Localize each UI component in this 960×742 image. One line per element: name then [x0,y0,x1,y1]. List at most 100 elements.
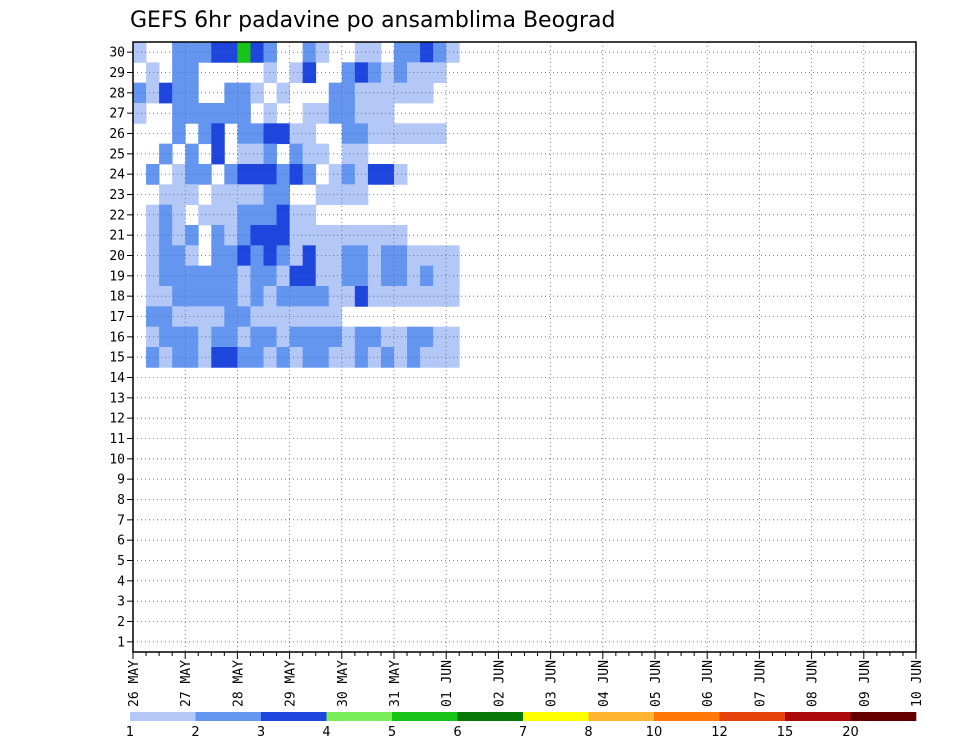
heatmap-cell [172,204,186,226]
heatmap-cell [315,103,330,124]
heatmap-cell [289,245,304,267]
heatmap-cell [211,306,225,328]
heatmap-cell [198,347,212,368]
heatmap-cell [263,286,277,307]
heatmap-cell [172,82,186,104]
heatmap-cell [328,347,343,368]
colorbar-label: 7 [519,725,527,740]
heatmap-cell [367,245,382,267]
heatmap-cell [263,204,277,226]
heatmap-cell [146,245,160,267]
heatmap-cell [146,265,160,287]
heatmap-cell [263,184,277,206]
heatmap-cell [367,286,382,307]
y-tick-label: 19 [109,269,125,284]
heatmap-cell [224,103,238,124]
x-tick-label: 03 JUN [545,660,560,707]
heatmap-cell [367,62,382,84]
heatmap-cell [289,204,304,226]
colorbar-label: 5 [388,725,396,740]
heatmap-cell [172,306,186,328]
heatmap-cell [185,225,199,246]
heatmap-cell [211,326,225,348]
heatmap-cell [367,42,382,63]
heatmap-cell [380,164,395,185]
heatmap-cell [172,62,186,84]
heatmap-cell [237,184,251,206]
heatmap-cell [276,306,290,328]
heatmap-cell [211,143,225,165]
heatmap-cell [394,326,408,348]
heatmap-cell [433,326,447,348]
heatmap-cell [341,62,356,84]
heatmap-cell [198,306,212,328]
y-tick-label: 14 [109,371,125,386]
heatmap-cell [433,347,447,368]
heatmap-cell [185,62,199,84]
heatmap-cell [380,82,395,104]
heatmap-cell [172,164,186,185]
colorbar: 1 2 3 4 5 6 7 8 10 12 15 20 [126,712,917,740]
heatmap-cell [315,265,330,287]
heatmap-cell [289,326,304,348]
grid-lines [133,42,916,652]
heatmap-cell [276,326,290,348]
heatmap-cell [315,42,330,63]
heatmap-cell [172,265,186,287]
heatmap-cell [224,265,238,287]
y-tick-label: 20 [109,249,125,264]
heatmap-cell [367,347,382,368]
heatmap-cell [185,82,199,104]
heatmap-cell [211,204,225,226]
heatmap-cell [328,184,343,206]
heatmap-cell [198,164,212,185]
heatmap-cell [172,245,186,267]
chart-title: GEFS 6hr padavine po ansamblima Beograd [130,8,616,33]
heatmap-cell [367,103,382,124]
heatmap-cell [172,184,186,206]
x-tick-label: 27 MAY [179,660,194,707]
heatmap-cell [380,286,395,307]
heatmap-cell [237,245,251,267]
heatmap-cell [237,265,251,287]
heatmap-cell [146,164,160,185]
x-tick-label: 02 JUN [492,660,507,707]
heatmap-cell [224,42,238,63]
heatmap-cell [315,143,330,165]
x-tick-label: 30 MAY [336,660,351,707]
heatmap-cell [237,306,251,328]
heatmap-cell [341,326,356,348]
heatmap-cell [224,82,238,104]
heatmap-cell [380,347,395,368]
y-tick-label: 11 [109,432,125,447]
y-tick-label: 7 [117,513,125,528]
heatmap-cell [276,164,290,185]
heatmap-cell [237,42,251,63]
heatmap-cell [237,286,251,307]
heatmap-cell [367,123,382,145]
heatmap-cell [237,123,251,145]
heatmap-cell [328,306,343,328]
heatmap-cell [276,184,290,206]
heatmap-cell [224,164,238,185]
heatmap-cell [420,326,434,348]
x-tick-label: 06 JUN [701,660,716,707]
heatmap-cell [224,225,238,246]
colorbar-swatch [523,712,589,721]
y-tick-label: 1 [117,635,125,650]
x-tick-label: 04 JUN [597,660,612,707]
heatmap-cell [341,265,356,287]
heatmap-cell [224,347,238,368]
heatmap-cell [185,326,199,348]
heatmap-cell [433,62,447,84]
heatmap-cell [276,204,290,226]
heatmap-cell [289,225,304,246]
heatmap-cell [263,347,277,368]
heatmap-cell [315,347,330,368]
heatmap-cell [367,82,382,104]
heatmap-cell [315,225,330,246]
heatmap-cell [185,286,199,307]
heatmap-cell [289,347,304,368]
heatmap-cell [420,286,434,307]
